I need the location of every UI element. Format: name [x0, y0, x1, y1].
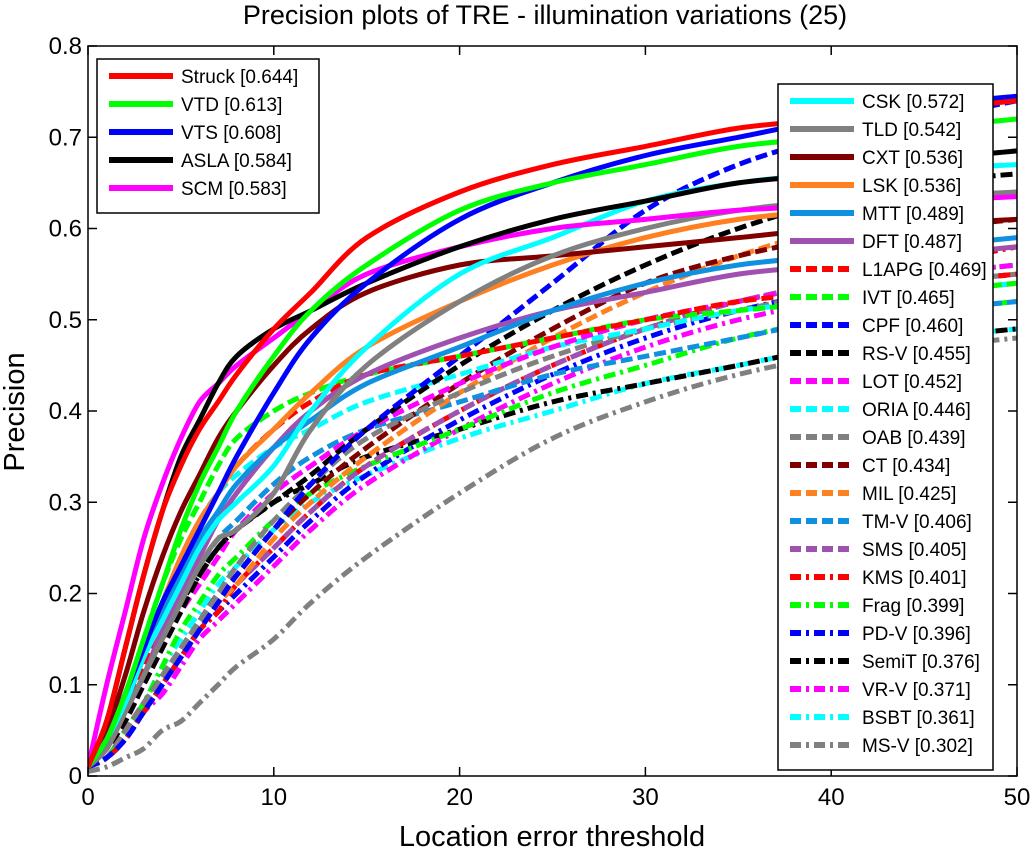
series-line-cxt	[88, 216, 1017, 769]
legend-label-cxt: CXT [0.536]	[862, 148, 963, 169]
legend-label-sms: SMS [0.405]	[862, 540, 967, 561]
x-axis-label: Location error threshold	[399, 821, 705, 850]
series-line-ms-v	[88, 335, 1017, 774]
y-tick-label: 0.5	[49, 307, 82, 334]
legend-right-box	[777, 83, 994, 771]
legend-label-l1apg: L1APG [0.469]	[862, 260, 987, 281]
series-line-semit	[88, 326, 1017, 769]
chart-title: Precision plots of TRE - illumination va…	[243, 0, 847, 30]
tick-layer: 0 10 20 30 40 50 0 0.1 0.2 0.3 0.4 0.5 0.6 0.7 0.8	[49, 33, 1031, 811]
series-line-scm	[88, 194, 1017, 768]
legend-label-tm-v: TM-V [0.406]	[862, 512, 972, 533]
legend-label-cpf: CPF [0.460]	[862, 316, 963, 337]
y-tick-label: 0.7	[49, 124, 82, 151]
legend-label-rs-v: RS-V [0.455]	[862, 344, 971, 365]
legend-label-mil: MIL [0.425]	[862, 484, 956, 505]
series-line-cpf	[88, 98, 1017, 770]
legend-label-dft: DFT [0.487]	[862, 232, 962, 253]
y-tick-label: 0.2	[49, 581, 82, 608]
series-line-struck	[88, 98, 1017, 768]
legend-label-frag: Frag [0.399]	[862, 596, 964, 617]
x-tick-label: 50	[1004, 784, 1031, 811]
legend-label-lsk: LSK [0.536]	[862, 176, 961, 197]
y-axis-label: Precision	[0, 352, 31, 471]
series-line-rs-v	[88, 171, 1017, 769]
series-line-ivt	[88, 280, 1017, 769]
legend-label-oria: ORIA [0.446]	[862, 400, 971, 421]
legend-label-vts: VTS [0.608]	[181, 123, 281, 144]
y-tick-label: 0	[69, 763, 82, 790]
legend-label-ct: CT [0.434]	[862, 456, 950, 477]
y-tick-label: 0.1	[49, 672, 82, 699]
legend-label-vr-v: VR-V [0.371]	[862, 680, 971, 701]
x-tick-label: 10	[260, 784, 287, 811]
x-tick-label: 30	[632, 784, 659, 811]
legend-label-vtd: VTD [0.613]	[181, 95, 282, 116]
legend-left: Struck [0.644] VTD [0.613] VTS [0.608] ASLA…	[96, 58, 320, 214]
legend-label-bsbt: BSBT [0.361]	[862, 708, 975, 729]
series-layer	[88, 93, 1017, 774]
y-tick-label: 0.3	[49, 489, 82, 516]
y-tick-label: 0.8	[49, 33, 82, 60]
series-line-vts	[88, 93, 1017, 769]
legend-label-scm: SCM [0.583]	[181, 179, 287, 200]
legend-label-struck: Struck [0.644]	[181, 67, 298, 88]
legend-label-mtt: MTT [0.489]	[862, 204, 964, 225]
series-line-tm-v	[88, 299, 1017, 769]
series-line-vtd	[88, 116, 1017, 769]
legend-label-csk: CSK [0.572]	[862, 92, 964, 113]
legend-label-semit: SemiT [0.376]	[862, 652, 980, 673]
x-tick-label: 0	[81, 784, 94, 811]
legend-label-pd-v: PD-V [0.396]	[862, 624, 971, 645]
legend-label-ms-v: MS-V [0.302]	[862, 736, 973, 757]
legend-label-oab: OAB [0.439]	[862, 428, 966, 449]
legend-label-ivt: IVT [0.465]	[862, 288, 955, 309]
legend-label-asla: ASLA [0.584]	[181, 151, 292, 172]
x-tick-label: 20	[446, 784, 473, 811]
y-tick-label: 0.4	[49, 398, 82, 425]
legend-label-tld: TLD [0.542]	[862, 120, 961, 141]
legend-right: CSK [0.572] TLD [0.542] CXT [0.536] LSK [0.…	[777, 83, 994, 771]
y-tick-label: 0.6	[49, 216, 82, 243]
x-tick-label: 40	[818, 784, 845, 811]
series-line-l1apg	[88, 271, 1017, 769]
legend-label-kms: KMS [0.401]	[862, 568, 967, 589]
legend-label-lot: LOT [0.452]	[862, 372, 962, 393]
